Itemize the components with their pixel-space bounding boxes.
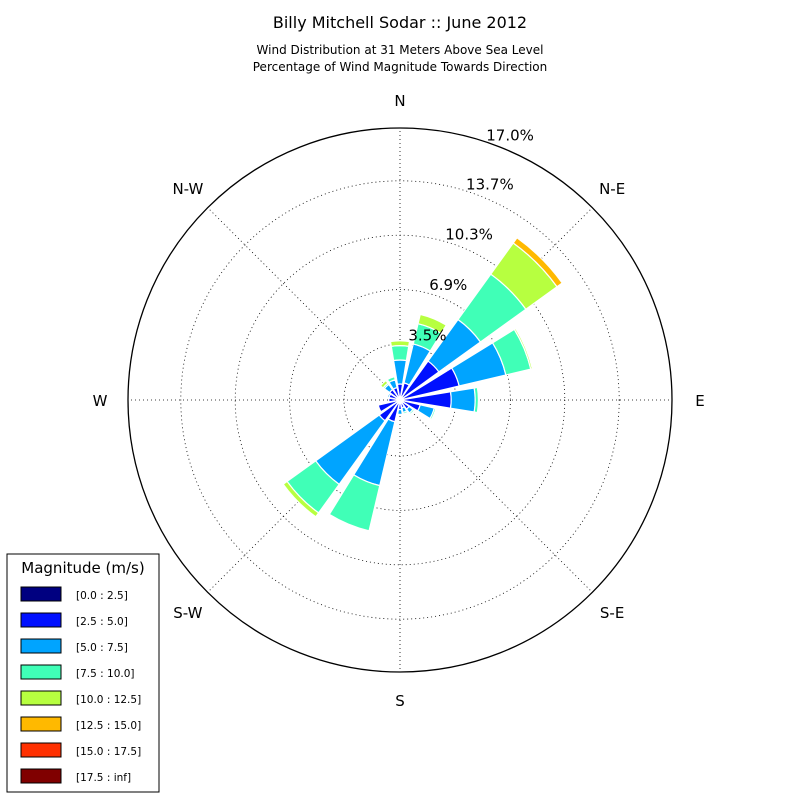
direction-label: N-W	[172, 180, 203, 198]
direction-label: N	[394, 92, 405, 110]
legend-label: [17.5 : inf]	[76, 772, 131, 784]
legend-title: Magnitude (m/s)	[21, 559, 144, 577]
legend-label: [12.5 : 15.0]	[76, 720, 141, 732]
chart-subtitle-line2: Percentage of Wind Magnitude Towards Dir…	[253, 60, 547, 74]
ring-label: 13.7%	[466, 175, 514, 193]
grid-spoke	[399, 399, 593, 593]
wind-bar-segment	[397, 408, 403, 415]
wind-bars	[282, 236, 564, 532]
direction-label: S-W	[173, 604, 202, 622]
legend-label: [15.0 : 17.5]	[76, 746, 141, 758]
wind-bar-segment	[379, 379, 389, 389]
wind-bar-segment	[390, 345, 410, 362]
direction-label: S	[395, 692, 405, 710]
chart-subtitle-line1: Wind Distribution at 31 Meters Above Sea…	[257, 43, 544, 57]
direction-label: S-E	[600, 604, 624, 622]
wind-bar-segment	[512, 236, 564, 288]
legend-swatch	[20, 664, 62, 680]
ring-label: 10.3%	[445, 226, 493, 244]
grid-ring	[289, 289, 511, 511]
wind-bar-segment	[386, 375, 396, 384]
legend-swatch	[20, 716, 62, 732]
wind-bar-segment	[386, 392, 392, 399]
wind-bar-segment	[402, 410, 409, 415]
legend-swatch	[20, 742, 62, 758]
wind-bar-segment	[408, 408, 416, 416]
direction-label: E	[695, 392, 704, 410]
legend-label: [0.0 : 2.5]	[76, 590, 128, 602]
legend-label: [10.0 : 12.5]	[76, 694, 141, 706]
legend-label: [5.0 : 7.5]	[76, 642, 128, 654]
legend: Magnitude (m/s) [0.0 : 2.5] [2.5 : 5.0] [5…	[6, 553, 160, 793]
legend-label: [7.5 : 10.0]	[76, 668, 134, 680]
legend-swatch	[20, 638, 62, 654]
wind-bar-segment	[389, 340, 411, 347]
legend-swatch	[20, 768, 62, 784]
wind-bar-segment	[282, 480, 320, 518]
ring-label: 6.9%	[429, 276, 467, 294]
legend-label: [2.5 : 5.0]	[76, 616, 128, 628]
grid-ring	[180, 180, 620, 620]
ring-label: 3.5%	[408, 326, 446, 344]
wind-bar-segment	[417, 313, 448, 335]
wind-bar-segment	[449, 387, 476, 413]
wind-bar-segment	[513, 327, 534, 370]
grid-spoke	[207, 207, 401, 401]
legend-swatch	[20, 612, 62, 628]
legend-swatch	[20, 690, 62, 706]
wind-bar-segment	[473, 386, 479, 414]
direction-label: W	[93, 392, 108, 410]
legend-swatch	[20, 586, 62, 602]
direction-label: N-E	[599, 180, 625, 198]
outer-boundary-circle	[127, 127, 673, 673]
ring-label: 17.0%	[486, 127, 534, 145]
wind-bar-segment	[429, 407, 437, 421]
ring-labels: 3.5% 6.9% 10.3% 13.7% 17.0%	[408, 127, 534, 345]
direction-labels: N N-E E S-E S S-W W N-W	[93, 92, 705, 710]
chart-title: Billy Mitchell Sodar :: June 2012	[273, 13, 527, 32]
wind-bar-segment	[328, 474, 381, 532]
legend-items: [0.0 : 2.5] [2.5 : 5.0] [5.0 : 7.5] [7.5 : …	[20, 586, 141, 784]
